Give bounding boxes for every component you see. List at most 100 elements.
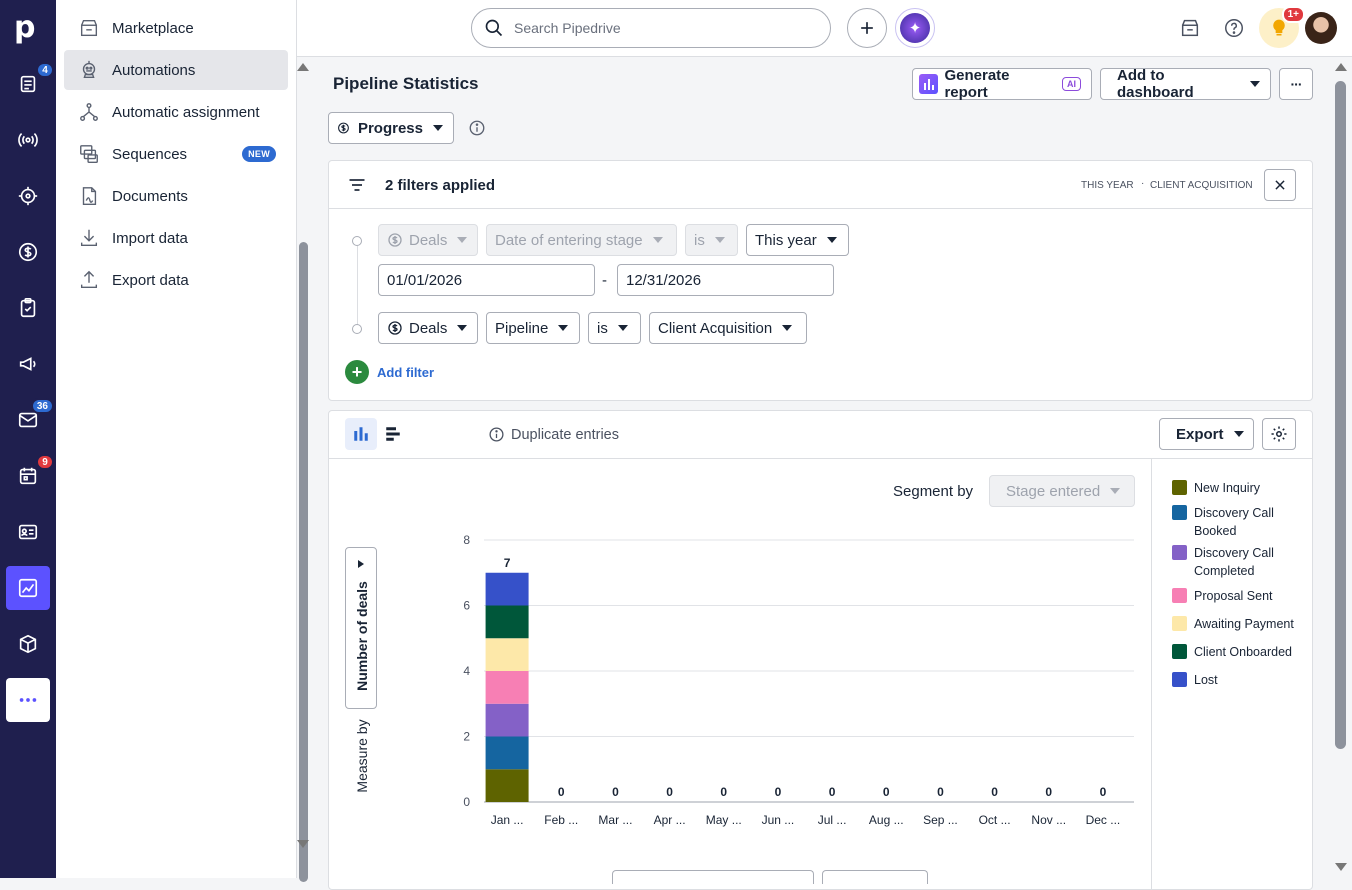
x-tick-label: Aug ...	[869, 813, 904, 827]
scrollbar-thumb[interactable]	[299, 242, 308, 882]
insights-chart-icon[interactable]	[6, 566, 50, 610]
filter2-value-select[interactable]: Client Acquisition	[649, 312, 807, 344]
mail-icon[interactable]: 36	[6, 398, 54, 442]
legend-item[interactable]: New Inquiry	[1172, 479, 1302, 497]
products-box-icon[interactable]	[6, 622, 50, 666]
filter2-entity-label: Deals	[409, 319, 448, 337]
add-to-dashboard-button[interactable]: Add to dashboard	[1100, 67, 1271, 101]
data-label: 0	[991, 785, 998, 799]
pipedrive-logo[interactable]: p	[14, 10, 36, 45]
search-icon	[485, 19, 503, 37]
more-actions-button[interactable]: ···	[1279, 68, 1313, 100]
tasks-clipboard-icon[interactable]	[6, 286, 50, 330]
deals-dollar-icon[interactable]	[6, 230, 50, 274]
bottom-control[interactable]	[612, 870, 814, 884]
add-filter-button[interactable]: + Add filter	[345, 360, 434, 384]
duplicate-entries-toggle[interactable]: Duplicate entries	[488, 426, 619, 443]
search-box[interactable]	[471, 8, 831, 48]
broadcast-icon[interactable]	[6, 118, 50, 162]
tag-separator: ·	[1141, 178, 1145, 189]
view-type-dropdown[interactable]: Progress	[328, 112, 454, 144]
data-label: 0	[937, 785, 944, 799]
dollar-circle-icon	[338, 122, 349, 134]
filter-lines-icon[interactable]	[347, 175, 367, 195]
close-icon	[1275, 180, 1285, 190]
legend-swatch	[1172, 505, 1187, 520]
close-filters-button[interactable]	[1264, 169, 1296, 201]
filter1-operator-select: is	[685, 224, 738, 256]
help-icon[interactable]	[1220, 14, 1248, 42]
y-tick-label: 6	[463, 599, 470, 613]
user-avatar[interactable]	[1305, 12, 1337, 44]
data-label: 0	[612, 785, 619, 799]
more-dots-icon[interactable]	[6, 678, 50, 722]
segment-by-label: Segment by	[893, 483, 974, 500]
legend-item[interactable]: Proposal Sent	[1172, 587, 1302, 605]
filter2-field-select[interactable]: Pipeline	[486, 312, 580, 344]
menu-item-sequences[interactable]: Sequences NEW	[64, 134, 288, 174]
robot-icon	[82, 60, 96, 79]
marketplace-store-icon[interactable]	[1176, 14, 1204, 42]
legend-item[interactable]: Discovery Call Completed	[1172, 544, 1302, 580]
campaigns-megaphone-icon[interactable]	[6, 342, 50, 386]
add-to-dashboard-label: Add to dashboard	[1117, 67, 1194, 101]
menu-item-export-data[interactable]: Export data	[64, 260, 288, 300]
page-title: Pipeline Statistics	[333, 74, 479, 93]
contacts-card-icon[interactable]	[6, 510, 50, 554]
filter1-value-select[interactable]: This year	[746, 224, 849, 256]
more-dots-label: ···	[1290, 76, 1303, 92]
target-icon[interactable]	[6, 174, 50, 218]
menu-item-automatic-assignment[interactable]: Automatic assignment	[64, 92, 288, 132]
legend-label: Awaiting Payment	[1194, 617, 1294, 631]
menu-item-documents[interactable]: Documents	[64, 176, 288, 216]
bar-chart-icon	[354, 427, 368, 441]
scrollbar-thumb[interactable]	[1335, 81, 1346, 749]
legend-item[interactable]: Lost	[1172, 671, 1302, 689]
filter2-entity-select[interactable]: Deals	[378, 312, 478, 344]
horizontal-bar-toggle[interactable]	[379, 418, 407, 450]
filter2-operator-label: is	[597, 319, 608, 337]
left-scrollbar[interactable]	[297, 57, 309, 882]
date-from-input[interactable]: 01/01/2026	[378, 264, 595, 296]
legend-item[interactable]: Client Onboarded	[1172, 643, 1302, 661]
legend-item[interactable]: Awaiting Payment	[1172, 615, 1302, 633]
legend-swatch	[1172, 588, 1187, 603]
legend-item[interactable]: Discovery Call Booked	[1172, 504, 1302, 540]
measure-by-select[interactable]: Number of deals	[345, 547, 377, 709]
tips-lightbulb-button[interactable]: 1+	[1259, 6, 1305, 48]
filter2-value-label: Client Acquisition	[658, 319, 773, 337]
export-button[interactable]: Export	[1159, 418, 1254, 450]
date-to-input[interactable]: 12/31/2026	[617, 264, 834, 296]
top-bar: ✦ 1+	[297, 0, 1352, 57]
leads-icon[interactable]: 4	[6, 62, 54, 106]
chevron-down-icon	[433, 125, 443, 131]
filter2-field-label: Pipeline	[495, 319, 549, 337]
assignment-icon	[80, 103, 98, 121]
x-tick-label: Dec ...	[1086, 813, 1121, 827]
ai-assistant-button[interactable]: ✦	[895, 8, 935, 48]
menu-item-import-data[interactable]: Import data	[64, 218, 288, 258]
quick-add-button[interactable]	[847, 8, 887, 48]
bar-segment	[485, 605, 529, 639]
bar-segment	[485, 671, 529, 704]
search-input[interactable]	[514, 20, 814, 36]
column-chart-toggle[interactable]	[345, 418, 377, 450]
chevron-right-icon	[358, 560, 364, 568]
new-badge: NEW	[242, 146, 276, 162]
generate-report-button[interactable]: Generate report AI	[912, 67, 1092, 101]
filter-tag-period: THIS YEAR	[1081, 180, 1134, 191]
right-scrollbar[interactable]	[1330, 57, 1352, 878]
legend-swatch	[1172, 672, 1187, 687]
filter-tag-pipeline: CLIENT ACQUISITION	[1150, 180, 1253, 191]
bottom-control[interactable]	[822, 870, 928, 884]
menu-item-marketplace[interactable]: Marketplace	[64, 8, 288, 48]
left-nav-rail: p 4 36 9	[0, 0, 56, 878]
calendar-icon[interactable]: 9	[6, 454, 54, 498]
info-icon[interactable]	[468, 119, 486, 137]
plus-icon	[861, 22, 873, 34]
x-tick-label: Oct ...	[979, 813, 1011, 827]
menu-item-automations[interactable]: Automations	[64, 50, 288, 90]
data-label: 0	[883, 785, 890, 799]
chart-settings-button[interactable]	[1262, 418, 1296, 450]
filter2-operator-select[interactable]: is	[588, 312, 641, 344]
